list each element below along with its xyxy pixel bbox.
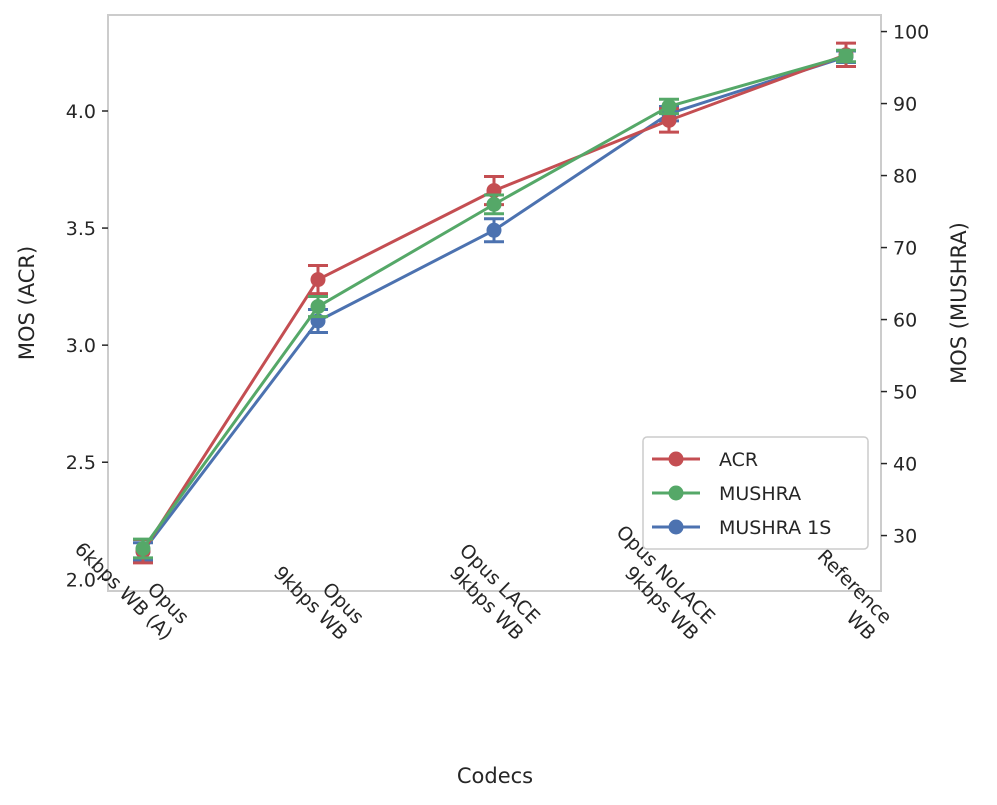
legend-marker: [668, 451, 684, 467]
series-mushra: [133, 48, 856, 560]
data-point: [661, 112, 677, 128]
x-tick-label: Opus9kbps WB: [269, 546, 368, 645]
legend-marker: [668, 485, 684, 501]
right-tick-label: 40: [893, 454, 917, 476]
data-point: [310, 272, 326, 288]
legend-marker: [668, 519, 684, 535]
legend-label: ACR: [719, 449, 758, 471]
data-point: [661, 98, 677, 114]
left-tick-label: 2.0: [66, 569, 96, 591]
x-tick-label: Opus LACE9kbps WB: [439, 539, 544, 644]
data-point: [135, 541, 151, 557]
data-point: [838, 48, 854, 64]
right-tick-label: 70: [893, 238, 917, 260]
data-point: [310, 299, 326, 315]
plot-frame: [107, 14, 882, 592]
right-y-axis: 30 40 50 60 70 80 90 100: [881, 22, 929, 548]
right-tick-label: 50: [893, 382, 917, 404]
series-layer: [133, 41, 856, 565]
left-y-axis-label: MOS (ACR): [15, 246, 39, 360]
left-tick-label: 3.0: [66, 335, 96, 357]
legend-box: [642, 436, 869, 550]
left-tick-label: 2.5: [66, 452, 96, 474]
right-tick-label: 30: [893, 526, 917, 548]
right-tick-label: 80: [893, 166, 917, 188]
right-y-axis-label: MOS (MUSHRA): [947, 222, 971, 384]
right-tick-label: 100: [893, 22, 929, 44]
right-tick-label: 60: [893, 310, 917, 332]
data-point: [486, 222, 502, 238]
legend-label: MUSHRA 1S: [719, 517, 831, 539]
left-tick-label: 4.0: [66, 101, 96, 123]
x-axis-label: Codecs: [457, 764, 533, 788]
legend: ACR MUSHRA MUSHRA 1S: [642, 436, 869, 550]
left-tick-label: 3.5: [66, 218, 96, 240]
right-tick-label: 90: [893, 94, 917, 116]
data-point: [486, 196, 502, 212]
left-y-axis: 2.0 2.5 3.0 3.5 4.0: [66, 101, 108, 591]
legend-label: MUSHRA: [719, 483, 801, 505]
